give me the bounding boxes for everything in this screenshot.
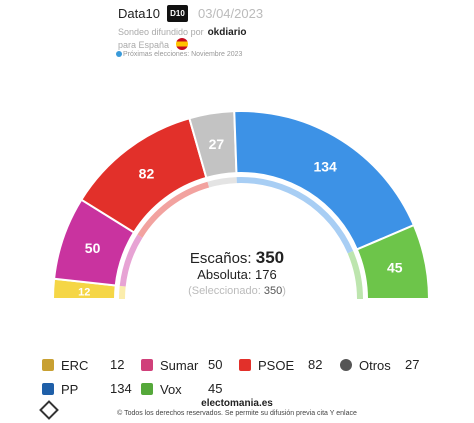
- pp-icon: [42, 383, 54, 395]
- selection-band-erc: [119, 285, 126, 299]
- seat-label-otros: 27: [209, 136, 225, 152]
- legend-seats-otros: 27: [405, 357, 420, 372]
- total-seats-value: 350: [255, 248, 285, 267]
- selection-band-pp: [236, 177, 354, 254]
- legend-name: PP: [61, 381, 79, 397]
- legend-seats-pp: 134: [110, 381, 132, 396]
- legend-name: PSOE: [258, 357, 295, 373]
- pollster-name: Data10: [118, 6, 160, 21]
- legend-item-sumar[interactable]: Sumar: [141, 357, 198, 373]
- selection-band-sumar: [119, 234, 143, 287]
- legend-name: ERC: [61, 357, 89, 373]
- seat-label-psoe: 82: [139, 166, 155, 182]
- total-seats: Escaños: 350: [0, 248, 474, 268]
- seat-label-pp: 134: [313, 158, 337, 174]
- seat-label-sumar: 50: [85, 240, 101, 256]
- erc-icon: [42, 359, 54, 371]
- legend-name: Sumar: [160, 357, 199, 373]
- selected-label: (Seleccionado:: [188, 285, 261, 297]
- legend-item-vox[interactable]: Vox: [141, 381, 182, 397]
- otros-icon: [340, 359, 352, 371]
- poll-source: Sondeo difundido por okdiario: [118, 27, 246, 38]
- sumar-icon: [141, 359, 153, 371]
- total-seats-label: Escaños:: [189, 250, 252, 267]
- selection-band-psoe: [137, 181, 210, 238]
- poll-date: 03/04/2023: [198, 6, 264, 21]
- poll-source-prefix: Sondeo difundido por: [118, 27, 204, 37]
- seat-label-vox: 45: [387, 260, 403, 276]
- legend-seats-sumar: 50: [208, 357, 223, 372]
- psoe-icon: [239, 359, 251, 371]
- legend-item-psoe[interactable]: PSOE: [239, 357, 294, 373]
- selection-band-vox: [347, 251, 363, 299]
- legend-item-erc[interactable]: ERC: [42, 357, 88, 373]
- selected-seats: (Seleccionado: 350): [0, 285, 474, 297]
- selected-close: ): [282, 285, 286, 297]
- legend-seats-psoe: 82: [308, 357, 323, 372]
- seat-segment-vox[interactable]: [355, 223, 431, 300]
- legend-name: Vox: [160, 381, 182, 397]
- vox-icon: [141, 383, 153, 395]
- info-icon: [116, 51, 122, 57]
- legend-name: Otros: [359, 357, 391, 373]
- legend-item-otros[interactable]: Otros: [340, 357, 391, 373]
- legend-item-pp[interactable]: PP: [42, 381, 78, 397]
- selected-value: 350: [263, 285, 283, 297]
- next-election: Próximas elecciones: Noviembre 2023: [123, 51, 243, 58]
- poll-client: okdiario: [207, 27, 247, 38]
- legend-seats-vox: 45: [208, 381, 223, 396]
- majority-threshold: Absoluta: 176: [197, 267, 277, 282]
- seat-label-erc: 12: [78, 287, 90, 299]
- selection-band-otros: [207, 177, 237, 188]
- poll-scope: para España: [118, 40, 170, 50]
- spain-flag-icon: [176, 38, 188, 50]
- pollster-logo: D10: [167, 5, 188, 22]
- footer-copyright: © Todos los derechos reservados. Se perm…: [117, 410, 357, 417]
- footer-site: electomania.es: [201, 398, 273, 409]
- legend-seats-erc: 12: [110, 357, 125, 372]
